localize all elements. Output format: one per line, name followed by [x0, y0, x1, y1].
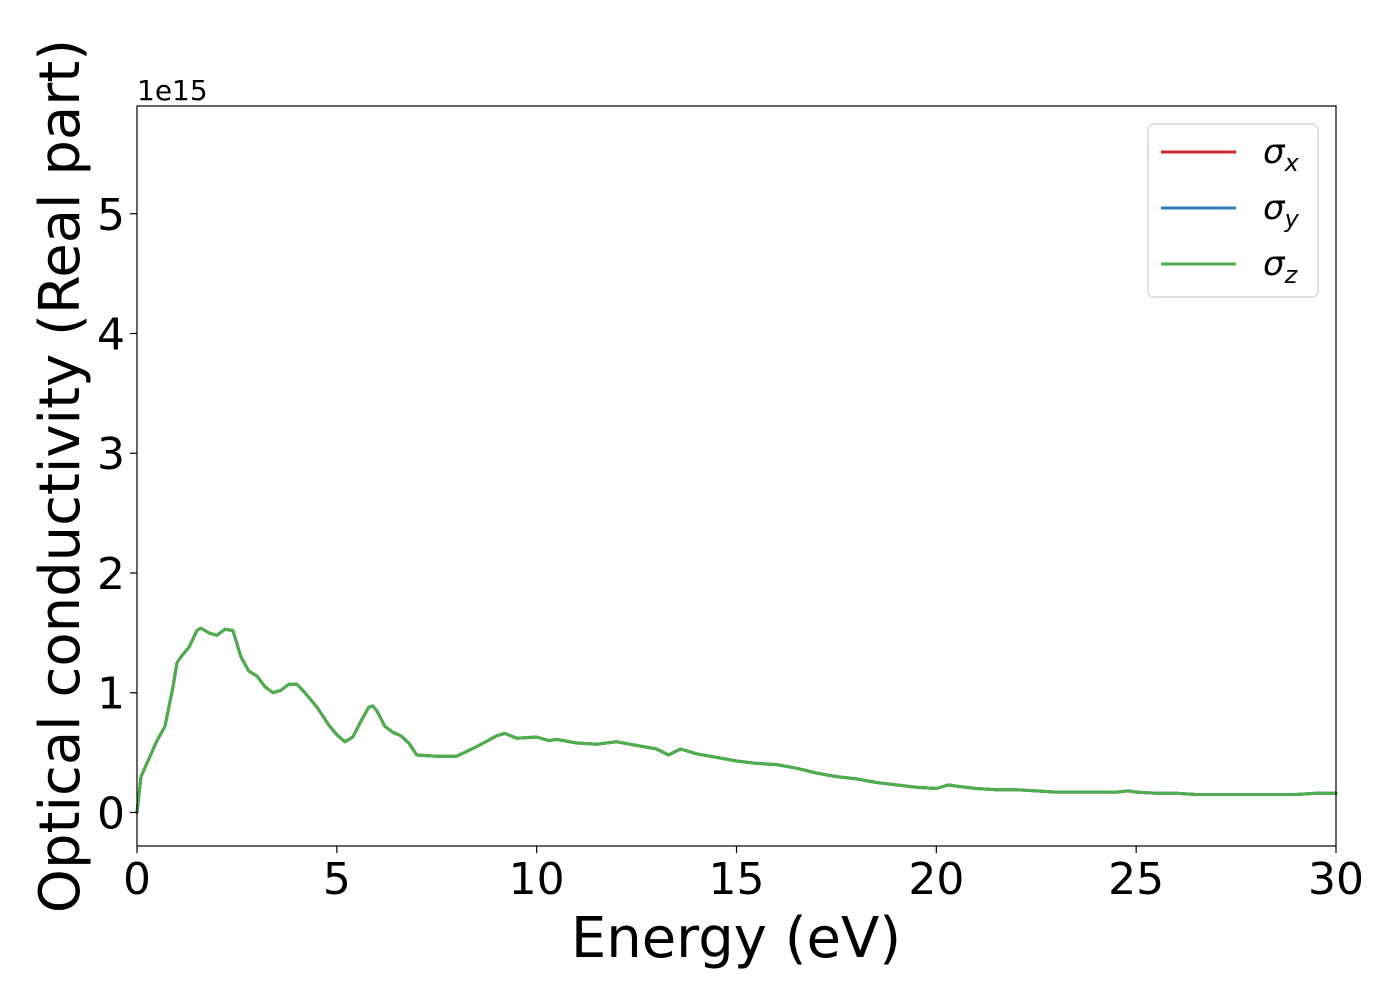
x-axis-ticks: 0 5 10 15 20 25 30: [123, 846, 1364, 905]
x-tick-label: 30: [1308, 854, 1364, 905]
x-tick-label: 25: [1108, 854, 1164, 905]
y-axis-offset-label: 1e15: [137, 74, 208, 107]
y-tick-label: 3: [97, 429, 125, 480]
y-axis-title: Optical conductivity (Real part): [28, 39, 93, 913]
legend-subscript: z: [1284, 261, 1299, 289]
y-tick-label: 5: [97, 190, 125, 241]
y-tick-label: 2: [97, 549, 125, 600]
legend-box: [1147, 123, 1319, 298]
x-tick-label: 5: [323, 854, 351, 905]
x-tick-label: 20: [908, 854, 964, 905]
y-axis-ticks: 0 1 2 3 4 5: [97, 190, 137, 839]
x-tick-label: 15: [709, 854, 765, 905]
x-tick-label: 0: [123, 854, 151, 905]
y-tick-label: 4: [97, 310, 125, 361]
legend-subscript: y: [1284, 205, 1300, 233]
x-axis-title: Energy (eV): [571, 906, 901, 971]
y-tick-label: 0: [97, 788, 125, 839]
y-tick-label: 1: [97, 669, 125, 720]
series-layer: [135, 626, 1338, 814]
legend-subscript: x: [1284, 149, 1300, 177]
x-tick-label: 10: [509, 854, 565, 905]
series-line-z: [135, 626, 1338, 814]
